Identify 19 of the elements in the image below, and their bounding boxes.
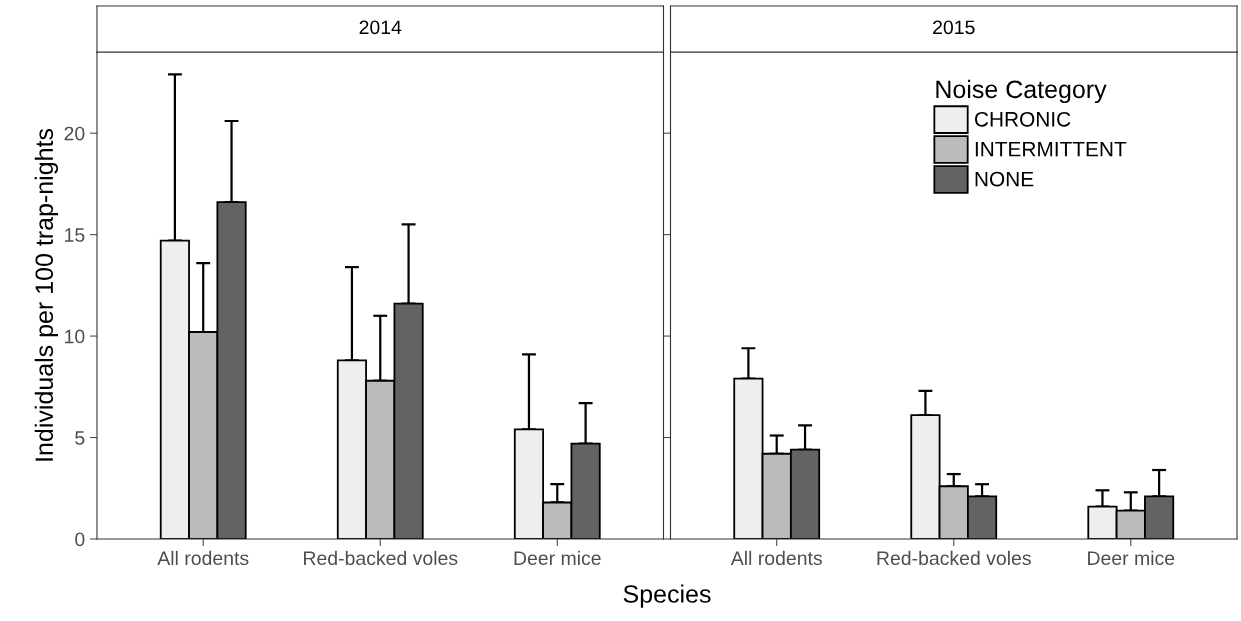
legend-title: Noise Category (936, 79, 1107, 104)
x-tick-label: All rodents (157, 550, 249, 566)
x-tick-label: All rodents (730, 550, 822, 566)
legend-label: INTERMITTENT (975, 142, 1127, 157)
y-tick-label: 5 (75, 431, 85, 445)
y-tick-label: 0 (75, 532, 85, 547)
x-tick-label: Deer mice (1088, 550, 1175, 566)
x-tick-label: Red-backed voles (304, 550, 458, 566)
x-tick-label: Red-backed voles (877, 550, 1031, 566)
chart-title: 2014 (359, 20, 402, 35)
legend-label: CHRONIC (975, 111, 1071, 127)
chart-title: 2015 (933, 20, 975, 35)
y-tick-label: 15 (65, 228, 85, 242)
y-tick-label: 20 (64, 126, 85, 141)
y-tick-label: 10 (65, 329, 85, 344)
y-axis-title: Individuals per 100 trap-nights (34, 128, 59, 461)
x-tick-label: Deer mice (514, 550, 601, 566)
x-axis-title: Species (623, 584, 711, 608)
legend-label: NONE (975, 171, 1034, 187)
